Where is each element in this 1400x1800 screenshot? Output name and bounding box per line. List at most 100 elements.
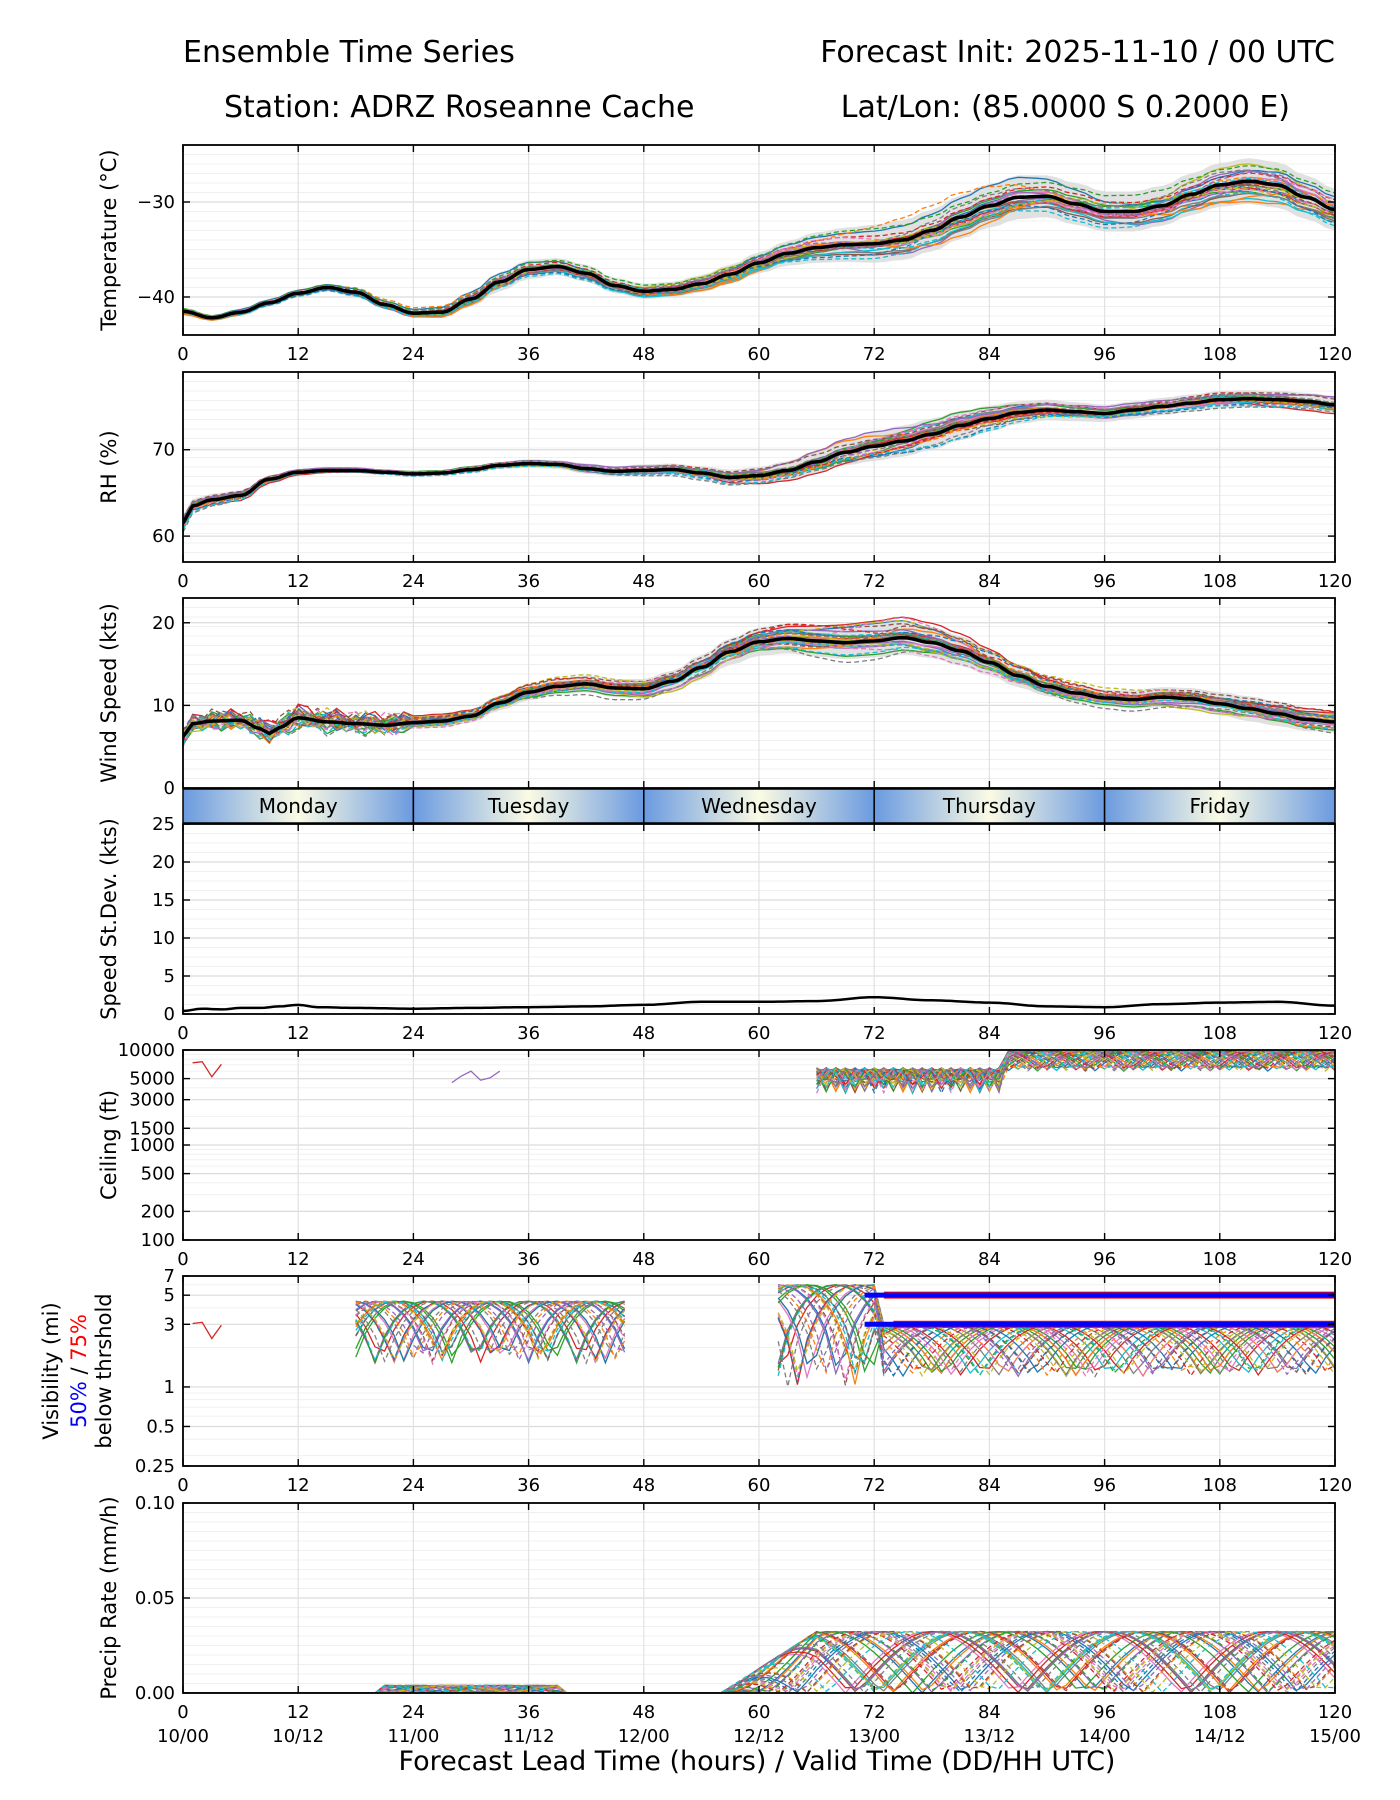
- member-line: [816, 1050, 1335, 1091]
- x-tick-label: 24: [402, 1023, 425, 1044]
- x-tick-label: 84: [978, 1249, 1001, 1270]
- x-tick-label: 48: [632, 1702, 655, 1723]
- plot-area-sdev: [183, 996, 1335, 1013]
- member-line: [355, 1284, 1335, 1378]
- y-tick-label: 1: [164, 1377, 175, 1398]
- x-tick-label: 96: [1093, 1023, 1116, 1044]
- x-tick-label: 120: [1318, 1249, 1352, 1270]
- y-tick-label: 5000: [129, 1069, 175, 1090]
- y-tick-label: 0.10: [135, 1493, 175, 1514]
- x-tick-label: 48: [632, 571, 655, 592]
- y-tick-label: 70: [152, 440, 175, 461]
- day-band: [643, 788, 875, 824]
- x-tick-label: 36: [517, 1702, 540, 1723]
- x-tick-label: 48: [632, 1023, 655, 1044]
- day-band: [412, 788, 645, 824]
- plot-area-rh: [183, 390, 1335, 533]
- day-band-label: Thursday: [942, 794, 1036, 818]
- x-tick-label: 84: [978, 1702, 1001, 1723]
- x-tick-label: 12: [287, 1249, 310, 1270]
- member-line: [183, 392, 1335, 519]
- y-axis-label-extra: below thrshold: [92, 1293, 116, 1448]
- member-line: [183, 393, 1335, 519]
- x-tick-label: 108: [1203, 1249, 1237, 1270]
- y-tick-label: 0.00: [135, 1683, 175, 1704]
- y-axis-label: Temperature (°C): [97, 149, 121, 331]
- valid-time-label: 12/00: [618, 1726, 670, 1747]
- day-bands: Monday Tuesday Wednesday Thursday Friday: [182, 788, 1336, 824]
- mean-line: [183, 635, 1335, 738]
- x-tick-label: 12: [287, 344, 310, 365]
- member-line: [183, 1630, 1335, 1693]
- member-line: [816, 1050, 1335, 1090]
- y-tick-label: −30: [137, 192, 175, 213]
- x-tick-label: 0: [177, 1475, 188, 1496]
- y-tick-label: 500: [141, 1164, 175, 1185]
- y-axis-label: Wind Speed (kts): [97, 603, 121, 783]
- valid-time-label: 13/00: [848, 1726, 900, 1747]
- mean-line: [183, 179, 1335, 320]
- y-tick-label: 0: [164, 1004, 175, 1025]
- valid-time-label: 10/00: [157, 1726, 209, 1747]
- panel-sdev: 0 5 10 15 20 25 0 12 24 36 48 60 72 84 96 108 120 Speed S…: [97, 814, 1352, 1044]
- x-tick-label: 0: [177, 1249, 188, 1270]
- valid-time-label: 13/12: [963, 1726, 1015, 1747]
- y-tick-label: 10: [152, 928, 175, 949]
- mean-line: [183, 996, 1335, 1013]
- x-tick-label: 12: [287, 1023, 310, 1044]
- x-tick-label: 72: [863, 344, 886, 365]
- y-tick-label: 7: [164, 1266, 175, 1287]
- y-tick-label: 25: [152, 814, 175, 835]
- x-tick-label: 72: [863, 1249, 886, 1270]
- x-tick-label: 72: [863, 571, 886, 592]
- x-tick-label: 96: [1093, 1475, 1116, 1496]
- x-tick-label: 60: [748, 571, 771, 592]
- day-band: [1103, 788, 1336, 824]
- x-tick-label: 96: [1093, 344, 1116, 365]
- x-tick-label: 36: [517, 1475, 540, 1496]
- x-tick-label: 0: [177, 1702, 188, 1723]
- y-tick-label: 100: [141, 1230, 175, 1251]
- y-tick-label: 0: [164, 778, 175, 799]
- x-tick-label: 72: [863, 1023, 886, 1044]
- x-tick-label: 96: [1093, 1249, 1116, 1270]
- x-axis-label: Forecast Lead Time (hours) / Valid Time …: [399, 1746, 1116, 1777]
- y-tick-label: 5: [164, 966, 175, 987]
- x-tick-label: 60: [748, 1249, 771, 1270]
- x-tick-label: 48: [632, 1249, 655, 1270]
- x-tick-label: 84: [978, 1023, 1001, 1044]
- y-tick-label: 200: [141, 1201, 175, 1222]
- valid-time-label: 14/12: [1194, 1726, 1246, 1747]
- plot-area-ceil: [192, 1050, 1335, 1095]
- y-tick-label: 10000: [118, 1040, 175, 1061]
- x-tick-label: 12: [287, 1702, 310, 1723]
- y-tick-label: 20: [152, 852, 175, 873]
- member-line: [816, 1050, 1335, 1089]
- day-band-label: Monday: [259, 794, 338, 818]
- x-tick-label: 120: [1318, 1023, 1352, 1044]
- y-tick-label: 0.05: [135, 1588, 175, 1609]
- panel-precip: 0.00 0.05 0.10 0 10/00 12 10/12 24 11/00 36 11/12 4…: [97, 1493, 1361, 1747]
- title-right: Forecast Init: 2025-11-10 / 00 UTC: [820, 35, 1335, 70]
- mean-line: [183, 397, 1335, 524]
- vis-slash-label: /: [67, 1361, 91, 1381]
- valid-time-label: 15/00: [1309, 1726, 1361, 1747]
- x-tick-label: 120: [1318, 571, 1352, 592]
- x-tick-label: 24: [402, 1249, 425, 1270]
- x-tick-label: 108: [1203, 1023, 1237, 1044]
- y-tick-label: 1500: [129, 1118, 175, 1139]
- member-line: [183, 184, 1335, 319]
- panel-wind: 0 10 20 Wind Speed (kts): [97, 597, 1336, 799]
- panel-vis: 0.25 0.5 1 3 57 0 12 24 36 48 60 72 84 96 108 120 Visibi…: [39, 1266, 1352, 1496]
- valid-time-label: 14/00: [1079, 1726, 1131, 1747]
- valid-time-label: 11/00: [387, 1726, 439, 1747]
- y-tick-label: −40: [137, 287, 175, 308]
- vis75-label: 75%: [67, 1314, 91, 1361]
- member-line: [183, 1630, 1335, 1693]
- valid-time-label: 11/12: [503, 1726, 555, 1747]
- x-tick-label: 120: [1318, 344, 1352, 365]
- x-tick-label: 36: [517, 344, 540, 365]
- latlon-label: Lat/Lon: (85.0000 S 0.2000 E): [841, 90, 1290, 125]
- x-tick-label: 12: [287, 1475, 310, 1496]
- member-line: [816, 1050, 1335, 1093]
